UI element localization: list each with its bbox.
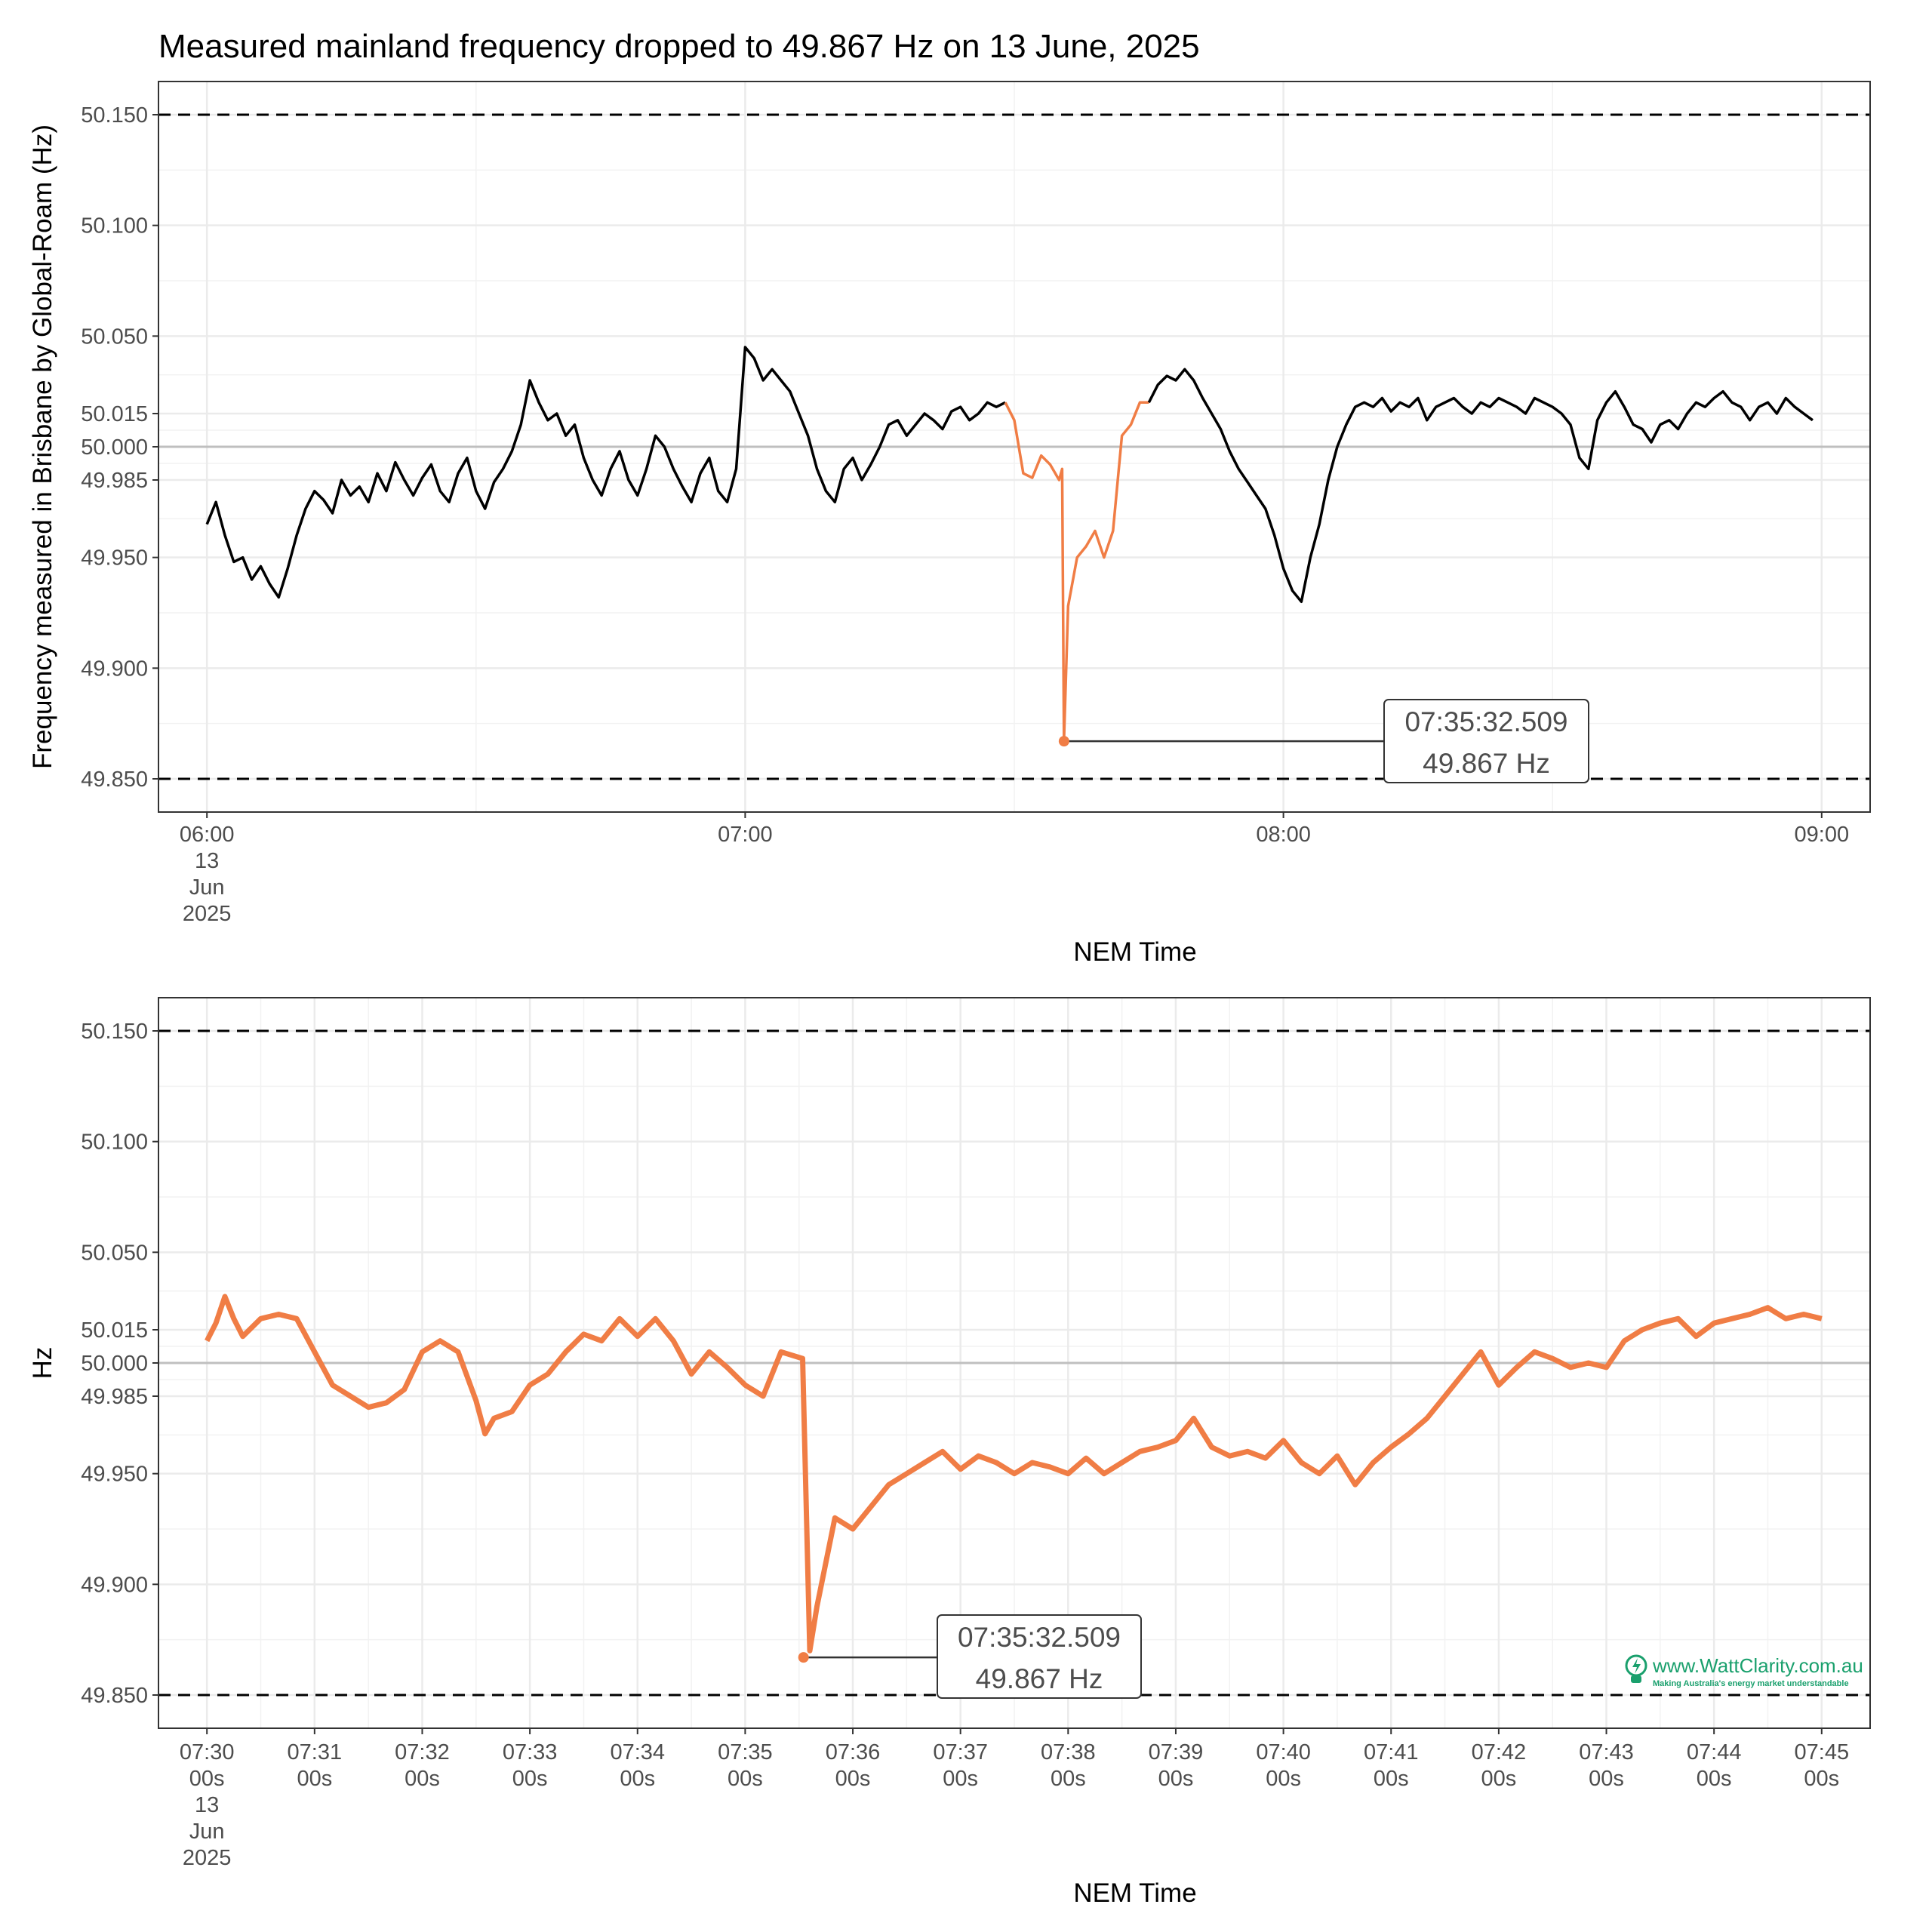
x-tick-label: 13 (195, 849, 219, 873)
minimum-point-marker (798, 1652, 809, 1663)
series-line-0 (205, 1294, 1823, 1654)
x-tick-label: 00s (512, 1767, 548, 1791)
y-tick-label: 49.950 (81, 1463, 148, 1487)
y-tick-label: 49.985 (81, 469, 148, 493)
x-axis-label: NEM Time (1073, 1878, 1196, 1908)
x-tick-label: 07:33 (503, 1740, 558, 1764)
panel-border (158, 997, 1871, 1729)
x-tick-label: 00s (297, 1767, 332, 1791)
x-tick-label: 07:40 (1256, 1740, 1311, 1764)
x-tick-label: 00s (1374, 1767, 1409, 1791)
annotation-value: 49.867 Hz (976, 1663, 1103, 1694)
x-tick-label: Jun (189, 1820, 225, 1844)
x-tick-label: 2025 (183, 902, 232, 926)
bottom-panel: 49.850 49.900 49.950 49.985 50.000 50.015 50.0… (28, 997, 1871, 1908)
annotation-box (1383, 699, 1589, 783)
panel-border (158, 81, 1871, 813)
minimum-point-marker (1058, 736, 1069, 747)
series-line-1 (1004, 401, 1149, 743)
y-axis-label: Frequency measured in Brisbane by Global… (28, 125, 57, 769)
y-tick-label: 50.100 (81, 1131, 148, 1155)
x-tick-label: 07:45 (1795, 1740, 1850, 1764)
annotation-value: 49.867 Hz (1423, 748, 1550, 779)
x-tick-label: 07:00 (718, 823, 773, 847)
y-tick-label: 49.950 (81, 546, 148, 571)
x-tick-label: 09:00 (1795, 823, 1850, 847)
x-tick-label: 00s (1697, 1767, 1732, 1791)
x-tick-label: 00s (189, 1767, 225, 1791)
x-tick-label: 07:37 (933, 1740, 988, 1764)
x-tick-label: 13 (195, 1793, 219, 1817)
x-tick-label: 00s (1051, 1767, 1086, 1791)
y-tick-label: 49.850 (81, 1684, 148, 1708)
watermark-tagline: Making Australia's energy market underst… (1653, 1679, 1849, 1688)
x-tick-label: 00s (620, 1767, 655, 1791)
x-tick-label: 08:00 (1256, 823, 1311, 847)
y-tick-label: 49.850 (81, 768, 148, 792)
x-axis-label: NEM Time (1073, 937, 1196, 967)
y-tick-label: 50.100 (81, 214, 148, 238)
annotation-box (937, 1614, 1142, 1699)
series-line-2 (1147, 368, 1814, 604)
x-tick-label: 2025 (183, 1846, 232, 1870)
top-panel: 49.850 49.900 49.950 49.985 50.000 50.015 50.0… (28, 81, 1871, 967)
x-tick-label: 07:30 (180, 1740, 235, 1764)
watermark-url: www.WattClarity.com.au (1652, 1654, 1863, 1677)
y-tick-label: 50.150 (81, 1020, 148, 1044)
x-tick-label: 00s (1481, 1767, 1517, 1791)
x-tick-label: 07:35 (718, 1740, 773, 1764)
x-tick-label: 07:39 (1149, 1740, 1204, 1764)
x-tick-label: 07:36 (826, 1740, 881, 1764)
x-tick-label: 00s (405, 1767, 440, 1791)
y-axis-label: Hz (28, 1347, 57, 1380)
x-tick-label: Jun (189, 875, 225, 900)
x-tick-label: 00s (728, 1767, 763, 1791)
chart-title: Measured mainland frequency dropped to 4… (158, 28, 1200, 65)
x-tick-label: 00s (943, 1767, 978, 1791)
y-tick-label: 49.985 (81, 1385, 148, 1409)
y-tick-label: 50.050 (81, 325, 148, 349)
y-tick-label: 50.150 (81, 103, 148, 128)
x-tick-label: 07:32 (395, 1740, 450, 1764)
x-tick-label: 07:43 (1579, 1740, 1634, 1764)
x-tick-label: 00s (1589, 1767, 1624, 1791)
x-tick-label: 00s (1804, 1767, 1839, 1791)
y-tick-label: 50.050 (81, 1241, 148, 1265)
lightbulb-bolt-icon (1625, 1654, 1647, 1683)
x-tick-label: 07:42 (1472, 1740, 1527, 1764)
y-tick-label: 50.015 (81, 1318, 148, 1343)
y-tick-label: 50.000 (81, 435, 148, 460)
x-tick-label: 07:38 (1041, 1740, 1096, 1764)
x-tick-label: 00s (835, 1767, 871, 1791)
series-line-0 (205, 346, 1006, 599)
x-tick-label: 00s (1158, 1767, 1194, 1791)
x-tick-label: 07:34 (610, 1740, 665, 1764)
y-tick-label: 49.900 (81, 657, 148, 681)
annotation-time: 07:35:32.509 (1404, 706, 1567, 737)
y-tick-label: 50.015 (81, 402, 148, 426)
x-tick-label: 06:00 (180, 823, 235, 847)
watermark-logo: www.WattClarity.com.au Making Australia'… (1625, 1654, 1863, 1688)
x-tick-label: 07:41 (1364, 1740, 1419, 1764)
y-tick-label: 50.000 (81, 1352, 148, 1376)
x-tick-label: 07:31 (288, 1740, 343, 1764)
x-tick-label: 07:44 (1687, 1740, 1742, 1764)
annotation-time: 07:35:32.509 (958, 1622, 1121, 1653)
x-tick-label: 00s (1266, 1767, 1301, 1791)
y-tick-label: 49.900 (81, 1573, 148, 1597)
